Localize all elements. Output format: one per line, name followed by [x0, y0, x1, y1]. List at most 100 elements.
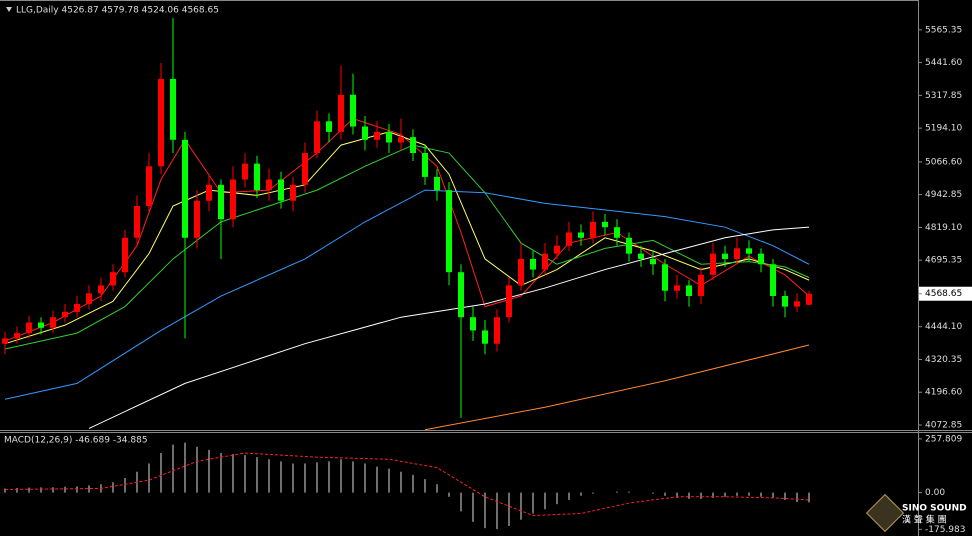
candle-body — [170, 78, 176, 140]
line — [4, 189, 810, 400]
candle-body — [746, 248, 752, 254]
candle-body — [542, 253, 548, 270]
candle-body — [686, 285, 692, 297]
candle-body — [566, 232, 572, 246]
candle-body — [758, 253, 764, 265]
line — [4, 452, 810, 517]
candle-body — [770, 264, 776, 297]
candle-body — [434, 176, 440, 191]
candle-body — [158, 78, 164, 167]
y-tick-label: 5565.35 — [925, 25, 962, 35]
candle-body — [134, 205, 140, 238]
candle-body — [446, 190, 452, 273]
candle-body — [734, 248, 740, 259]
candle-body — [266, 179, 272, 191]
logo-icon — [865, 493, 905, 533]
candle-body — [314, 121, 320, 154]
candle-body — [326, 121, 332, 132]
candle-body — [38, 322, 44, 328]
y-tick-label: 4819.10 — [925, 223, 962, 233]
line — [4, 144, 810, 350]
candle-body — [362, 126, 368, 140]
line — [4, 118, 810, 342]
y-tick-label: 4072.85 — [925, 421, 962, 431]
candle-body — [722, 253, 728, 259]
candle-body — [146, 166, 152, 206]
candle-body — [602, 221, 608, 228]
y-tick-label: 5194.10 — [925, 124, 962, 134]
candle-body — [698, 274, 704, 297]
candle-body — [614, 227, 620, 238]
menu-arrow — [6, 7, 12, 12]
candle-body — [242, 163, 248, 180]
candle-body — [302, 153, 308, 185]
candle-body — [710, 253, 716, 275]
line — [424, 344, 810, 431]
candle-body — [50, 317, 56, 328]
candle-body — [422, 153, 428, 177]
logo: SINO SOUND 漢 聲 集 團 — [865, 493, 967, 533]
price-marker — [919, 286, 972, 301]
y-tick-label: 5066.60 — [925, 157, 962, 167]
y-tick-label: 4695.35 — [925, 256, 962, 266]
candle-body — [554, 245, 560, 254]
y-tick-label: 4196.60 — [925, 388, 962, 398]
candle-body — [662, 264, 668, 291]
candle-body — [110, 272, 116, 286]
candle-body — [590, 221, 596, 238]
candle-body — [74, 303, 80, 312]
candle-body — [470, 317, 476, 331]
candle-body — [194, 200, 200, 238]
candle-body — [626, 237, 632, 254]
candle-body — [398, 137, 404, 143]
y-tick-label: 4568.65 — [925, 289, 962, 299]
candle-body — [518, 258, 524, 286]
candle-body — [374, 131, 380, 140]
candle-body — [494, 317, 500, 344]
candle-body — [650, 258, 656, 265]
candle-body — [530, 258, 536, 270]
y-tick-label: 4444.10 — [925, 322, 962, 332]
line — [88, 226, 810, 429]
candle-body — [218, 184, 224, 220]
candle-body — [410, 137, 416, 154]
candle-body — [98, 285, 104, 294]
candle-body — [386, 131, 392, 143]
candle-body — [14, 333, 20, 339]
macd-title: MACD(12,26,9) -46.689 -34.885 — [4, 436, 148, 446]
candle-body — [122, 237, 128, 273]
candle-body — [506, 285, 512, 318]
logo-sub: 漢 聲 集 團 — [902, 514, 947, 526]
candle-body — [62, 311, 68, 318]
candle-body — [458, 272, 464, 318]
candle-body — [230, 179, 236, 220]
candle-body — [482, 330, 488, 344]
candle-body — [674, 285, 680, 291]
candle-body — [350, 94, 356, 127]
candle-body — [86, 293, 92, 304]
chart-title: LLG,Daily 4526.87 4579.78 4524.06 4568.6… — [16, 6, 219, 16]
candle-body — [290, 184, 296, 201]
candle-body — [2, 338, 8, 344]
y-tick-label: 0.00 — [925, 488, 945, 498]
candle-body — [254, 163, 260, 191]
candle-body — [782, 296, 788, 307]
candle-body — [806, 293, 812, 305]
candle-body — [26, 322, 32, 334]
logo-text: SINO SOUND — [902, 504, 967, 514]
y-tick-label: 4942.85 — [925, 190, 962, 200]
candle-body — [638, 253, 644, 259]
candle-body — [338, 94, 344, 132]
candle-body — [578, 232, 584, 238]
y-tick-label: 5441.60 — [925, 58, 962, 68]
y-tick-label: -175.983 — [925, 525, 965, 535]
y-tick-label: 5317.85 — [925, 91, 962, 101]
candle-body — [794, 301, 800, 307]
y-tick-label: 257.809 — [925, 434, 962, 444]
candle-body — [206, 184, 212, 201]
candle-body — [182, 139, 188, 238]
y-tick-label: 4320.35 — [925, 355, 962, 365]
candle-body — [278, 179, 284, 201]
